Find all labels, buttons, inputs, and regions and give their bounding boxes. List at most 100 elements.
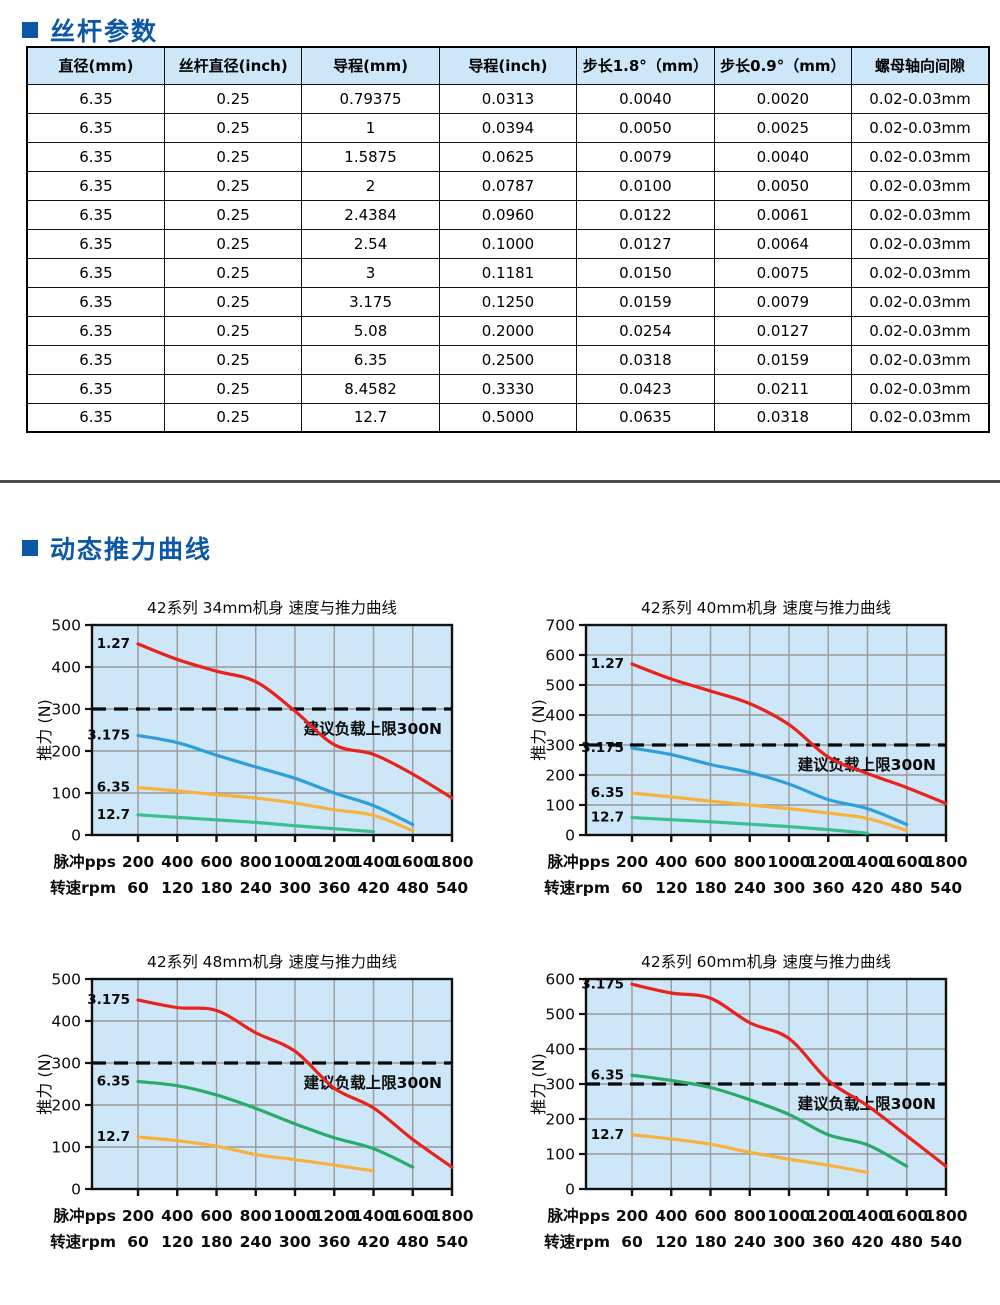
y-axis-label: 推力 (N) — [529, 699, 548, 761]
x-row-label: 转速rpm — [544, 1232, 610, 1251]
plot-frame — [90, 623, 454, 837]
table-header-cell: 导程(inch) — [438, 46, 578, 85]
y-tick-label: 600 — [545, 971, 575, 989]
table-row: 6.35 0.25 2 0.0787 0.0100 0.0050 0.02-0.03mm — [26, 170, 990, 201]
table-cell: 0.25 — [163, 199, 303, 230]
x-row-label: 转速rpm — [544, 878, 610, 897]
x-tick-label: 120 — [161, 1233, 194, 1251]
section-header-thrust-curves: 动态推力曲线 — [22, 531, 1000, 565]
x-tick-label: 420 — [357, 879, 390, 897]
table-cell: 5.08 — [301, 315, 440, 346]
x-tick-label: 420 — [851, 879, 884, 897]
table-header-cell: 步长0.9°（mm） — [713, 46, 853, 85]
section-divider — [0, 480, 1000, 483]
section-title-screw-params: 丝杆参数 — [50, 17, 159, 46]
thrust-chart: 0 100 200 300 400 500 建议负载上限300N 1.27 3.175 6.35 1… — [14, 593, 484, 903]
x-tick-label: 600 — [694, 853, 727, 871]
table-cell: 0.25 — [163, 286, 303, 317]
thrust-chart: 0 100 200 300 400 500 600 700 建议负载上限300N 1.27 3.17… — [508, 593, 978, 903]
y-tick-label: 100 — [51, 785, 81, 803]
curve-6.35 — [136, 785, 415, 833]
load-limit-label: 建议负载上限300N — [304, 1073, 442, 1092]
x-tick-label: 400 — [161, 853, 194, 871]
table-cell: 6.35 — [26, 315, 165, 346]
y-tick-label: 0 — [71, 1181, 81, 1199]
y-tick-label: 100 — [545, 797, 575, 815]
y-tick-label: 200 — [51, 1097, 81, 1115]
y-tick-label: 300 — [51, 701, 81, 719]
x-tick-label: 1200 — [313, 1207, 356, 1225]
section-header-screw-params: 丝杆参数 — [22, 0, 1000, 46]
y-tick-label: 300 — [545, 1076, 575, 1094]
x-row-label: 脉冲pps — [53, 852, 116, 871]
x-tick-label: 240 — [734, 879, 767, 897]
y-tick-label: 400 — [51, 1013, 81, 1031]
x-tick-label: 1000 — [273, 1207, 316, 1225]
table-cell: 0.0064 — [713, 228, 853, 259]
table-cell: 0.0159 — [576, 286, 715, 317]
x-tick-label: 1000 — [767, 853, 810, 871]
table-cell: 6.35 — [26, 286, 165, 317]
table-cell: 0.0211 — [713, 373, 853, 404]
x-tick-label: 180 — [200, 1233, 233, 1251]
x-tick-label: 200 — [616, 853, 649, 871]
x-tick-label: 540 — [436, 879, 469, 897]
table-cell: 6.35 — [26, 402, 165, 433]
chart-title: 42系列 40mm机身 速度与推力曲线 — [641, 599, 891, 617]
table-cell: 0.0318 — [713, 402, 853, 433]
x-tick-label: 60 — [621, 879, 643, 897]
table-cell: 3.175 — [301, 286, 440, 317]
x-tick-label: 200 — [616, 1207, 649, 1225]
x-tick-label: 600 — [200, 853, 233, 871]
table-cell: 3 — [301, 257, 440, 288]
table-cell: 6.35 — [26, 257, 165, 288]
table-cell: 6.35 — [26, 112, 165, 143]
table-cell: 0.25 — [163, 257, 303, 288]
table-cell: 0.0423 — [576, 373, 715, 404]
chart-title: 42系列 60mm机身 速度与推力曲线 — [641, 953, 891, 971]
table-cell: 0.0787 — [438, 170, 578, 201]
table-cell: 0.25 — [163, 373, 303, 404]
table-cell: 1.5875 — [301, 141, 440, 172]
plot-frame — [584, 623, 948, 837]
curve-12.7 — [136, 813, 376, 834]
curve-6.35 — [630, 791, 909, 833]
charts-grid: 0 100 200 300 400 500 建议负载上限300N 1.27 3.175 6.35 1… — [0, 593, 1000, 1257]
x-tick-label: 800 — [240, 853, 273, 871]
table-cell: 0.25 — [163, 228, 303, 259]
table-cell: 2.54 — [301, 228, 440, 259]
x-tick-label: 180 — [694, 879, 727, 897]
y-tick-label: 0 — [565, 1181, 575, 1199]
table-cell: 0.02-0.03mm — [851, 286, 990, 317]
table-cell: 0.0079 — [576, 141, 715, 172]
x-tick-label: 800 — [734, 1207, 767, 1225]
table-cell: 0.25 — [163, 112, 303, 143]
table-row: 6.35 0.25 2.54 0.1000 0.0127 0.0064 0.02-0.03m… — [26, 228, 990, 259]
y-axis-label: 推力 (N) — [529, 1053, 548, 1115]
x-tick-label: 360 — [812, 879, 845, 897]
thrust-chart-svg: 0 100 200 300 400 500 建议负载上限300N 3.175 6.35 12.7 4… — [35, 953, 474, 1251]
table-cell: 0.02-0.03mm — [851, 344, 990, 375]
thrust-chart: 0 100 200 300 400 500 600 建议负载上限300N 3.175 6.35 12… — [508, 947, 978, 1257]
y-axis-label: 推力 (N) — [35, 699, 54, 761]
x-tick-label: 1000 — [273, 853, 316, 871]
table-cell: 0.5000 — [438, 402, 578, 433]
x-row-label: 脉冲pps — [547, 852, 610, 871]
curve-label-6.35: 6.35 — [97, 1073, 130, 1089]
table-cell: 8.4582 — [301, 373, 440, 404]
x-tick-label: 240 — [240, 1233, 273, 1251]
table-cell: 0.1000 — [438, 228, 578, 259]
table-cell: 6.35 — [26, 170, 165, 201]
x-tick-label: 1200 — [313, 853, 356, 871]
table-row: 6.35 0.25 2.4384 0.0960 0.0122 0.0061 0.02-0.0… — [26, 199, 990, 230]
thrust-chart-svg: 0 100 200 300 400 500 600 700 建议负载上限300N 1.27 3.17… — [529, 599, 968, 897]
table-header-cell: 步长1.8°（mm） — [576, 46, 715, 85]
x-tick-label: 300 — [773, 1233, 806, 1251]
table-cell: 6.35 — [301, 344, 440, 375]
curve-1.27 — [630, 662, 948, 806]
table-cell: 0.25 — [163, 402, 303, 433]
table-cell: 1 — [301, 112, 440, 143]
table-header-cell: 直径(mm) — [26, 46, 165, 85]
table-cell: 0.25 — [163, 170, 303, 201]
